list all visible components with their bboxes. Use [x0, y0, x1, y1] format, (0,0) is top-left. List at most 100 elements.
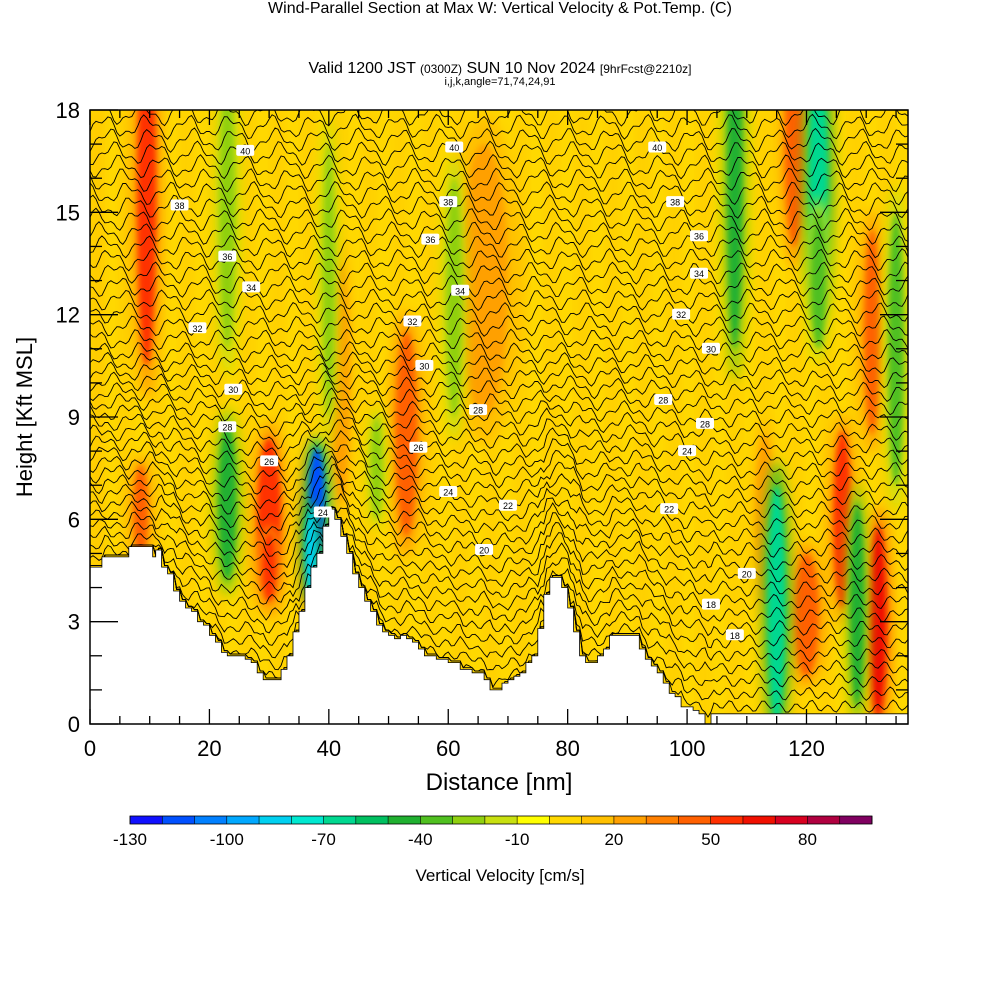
theta-label-text: 38: [670, 198, 680, 208]
theta-label: 34: [690, 267, 709, 279]
terrain: [90, 508, 908, 724]
velocity-cell: [446, 178, 462, 417]
colorbar-swatch: [646, 816, 679, 824]
field-band: [851, 110, 862, 724]
theta-label: 40: [445, 141, 464, 153]
colorbar-swatch: [130, 816, 163, 824]
velocity-cell: [850, 502, 865, 707]
field-band: [242, 110, 253, 724]
chart-title-text: Wind-Parallel Section at Max W: Vertical…: [268, 0, 706, 17]
theta-label: 32: [672, 308, 691, 320]
theta-label: 24: [439, 486, 458, 498]
colorbar-swatch: [388, 816, 421, 824]
theta-label: 40: [236, 144, 255, 156]
theta-label: 26: [409, 441, 428, 453]
theta-contour-labels: 40 40 40 38 38 38 36 36 36 34 34 34 32 32 32 30 30 30 28 28…: [170, 141, 756, 641]
x-tick-label: 0: [84, 736, 96, 761]
colorbar-swatch: [581, 816, 615, 824]
theta-contour: [90, 506, 908, 597]
theta-contour: [90, 126, 908, 153]
theta-contour: [90, 506, 908, 637]
y-tick-label: 12: [56, 303, 80, 328]
theta-label: 30: [224, 383, 243, 395]
theta-contour: [90, 387, 908, 429]
theta-label-text: 24: [318, 508, 328, 518]
colorbar-swatch: [549, 816, 582, 824]
theta-label-text: 34: [246, 283, 256, 293]
theta-label-text: 28: [700, 419, 710, 429]
x-tick-label: 40: [317, 736, 341, 761]
theta-contour: [90, 506, 908, 649]
colorbar-swatch: [710, 816, 744, 824]
theta-label-text: 22: [503, 501, 513, 511]
theta-contour: [90, 328, 908, 351]
theta-contour: [90, 492, 908, 572]
theta-label: 38: [439, 196, 458, 208]
theta-contour: [90, 419, 908, 467]
theta-label-text: 30: [228, 385, 238, 395]
subtitle-valid: Valid 1200 JST: [308, 60, 416, 77]
colorbar-swatch: [775, 816, 808, 824]
theta-label-text: 18: [706, 600, 716, 610]
theta-contour: [90, 180, 908, 206]
theta-contour: [90, 379, 908, 416]
velocity-cell: [370, 417, 383, 520]
colorbar-swatch: [678, 816, 711, 824]
theta-contour: [90, 506, 908, 688]
y-tick-label: 9: [68, 405, 80, 430]
theta-contour: [90, 407, 908, 455]
theta-contour: [90, 506, 908, 623]
velocity-cell: [810, 212, 827, 349]
subtitle-date: SUN 10 Nov 2024: [466, 60, 596, 77]
theta-label: 40: [648, 141, 667, 153]
theta-contour: [90, 351, 908, 377]
theta-label-text: 28: [473, 406, 483, 416]
theta-label-text: 32: [407, 317, 417, 327]
colorbar-swatch: [517, 816, 550, 824]
colorbar-swatch: [259, 816, 292, 824]
field-band: [424, 110, 435, 724]
field-band: [181, 110, 192, 724]
theta-contour: [90, 341, 908, 364]
theta-label: 38: [170, 199, 189, 211]
theta-contour: [90, 113, 908, 140]
theta-label: 18: [725, 629, 744, 641]
y-axis-label: Height [Kft MSL]: [12, 337, 37, 497]
theta-label: 36: [218, 250, 237, 262]
velocity-cell: [785, 110, 805, 247]
field-band: [699, 110, 710, 724]
theta-label-text: 28: [222, 423, 232, 433]
colorbar-swatch: [742, 816, 776, 824]
theta-label-text: 18: [730, 631, 740, 641]
field-band: [607, 110, 618, 724]
theta-contour: [90, 301, 908, 325]
theta-label: 26: [260, 455, 279, 467]
x-tick-label: 80: [555, 736, 579, 761]
theta-contour: [90, 315, 908, 338]
colorbar-label: Vertical Velocity [cm/s]: [415, 866, 584, 885]
field-band: [638, 110, 649, 724]
colorbar-swatch: [807, 816, 841, 824]
theta-contour: [90, 361, 908, 390]
colorbar: -130 -100 -70 -40 -10 20 50 80: [113, 815, 873, 849]
x-tick-label: 120: [788, 736, 825, 761]
theta-label: 22: [498, 499, 517, 511]
field-band: [668, 110, 679, 724]
theta-contour: [90, 463, 908, 533]
theta-contour: [90, 274, 908, 298]
colorbar-swatch: [291, 816, 324, 824]
theta-contour: [90, 483, 908, 558]
theta-label-text: 34: [455, 286, 465, 296]
y-tick-label: 6: [68, 507, 80, 532]
colorbar-swatch: [323, 816, 357, 824]
copyright-mark: (C): [709, 0, 732, 17]
velocity-cell: [219, 110, 236, 349]
theta-label: 28: [469, 404, 488, 416]
colorbar-swatch: [420, 816, 453, 824]
y-tick-label: 3: [68, 610, 80, 635]
x-tick-label: 60: [436, 736, 460, 761]
x-tick-label: 100: [669, 736, 706, 761]
theta-contour: [90, 450, 908, 507]
velocity-cell: [727, 110, 743, 349]
field-band: [211, 110, 222, 724]
